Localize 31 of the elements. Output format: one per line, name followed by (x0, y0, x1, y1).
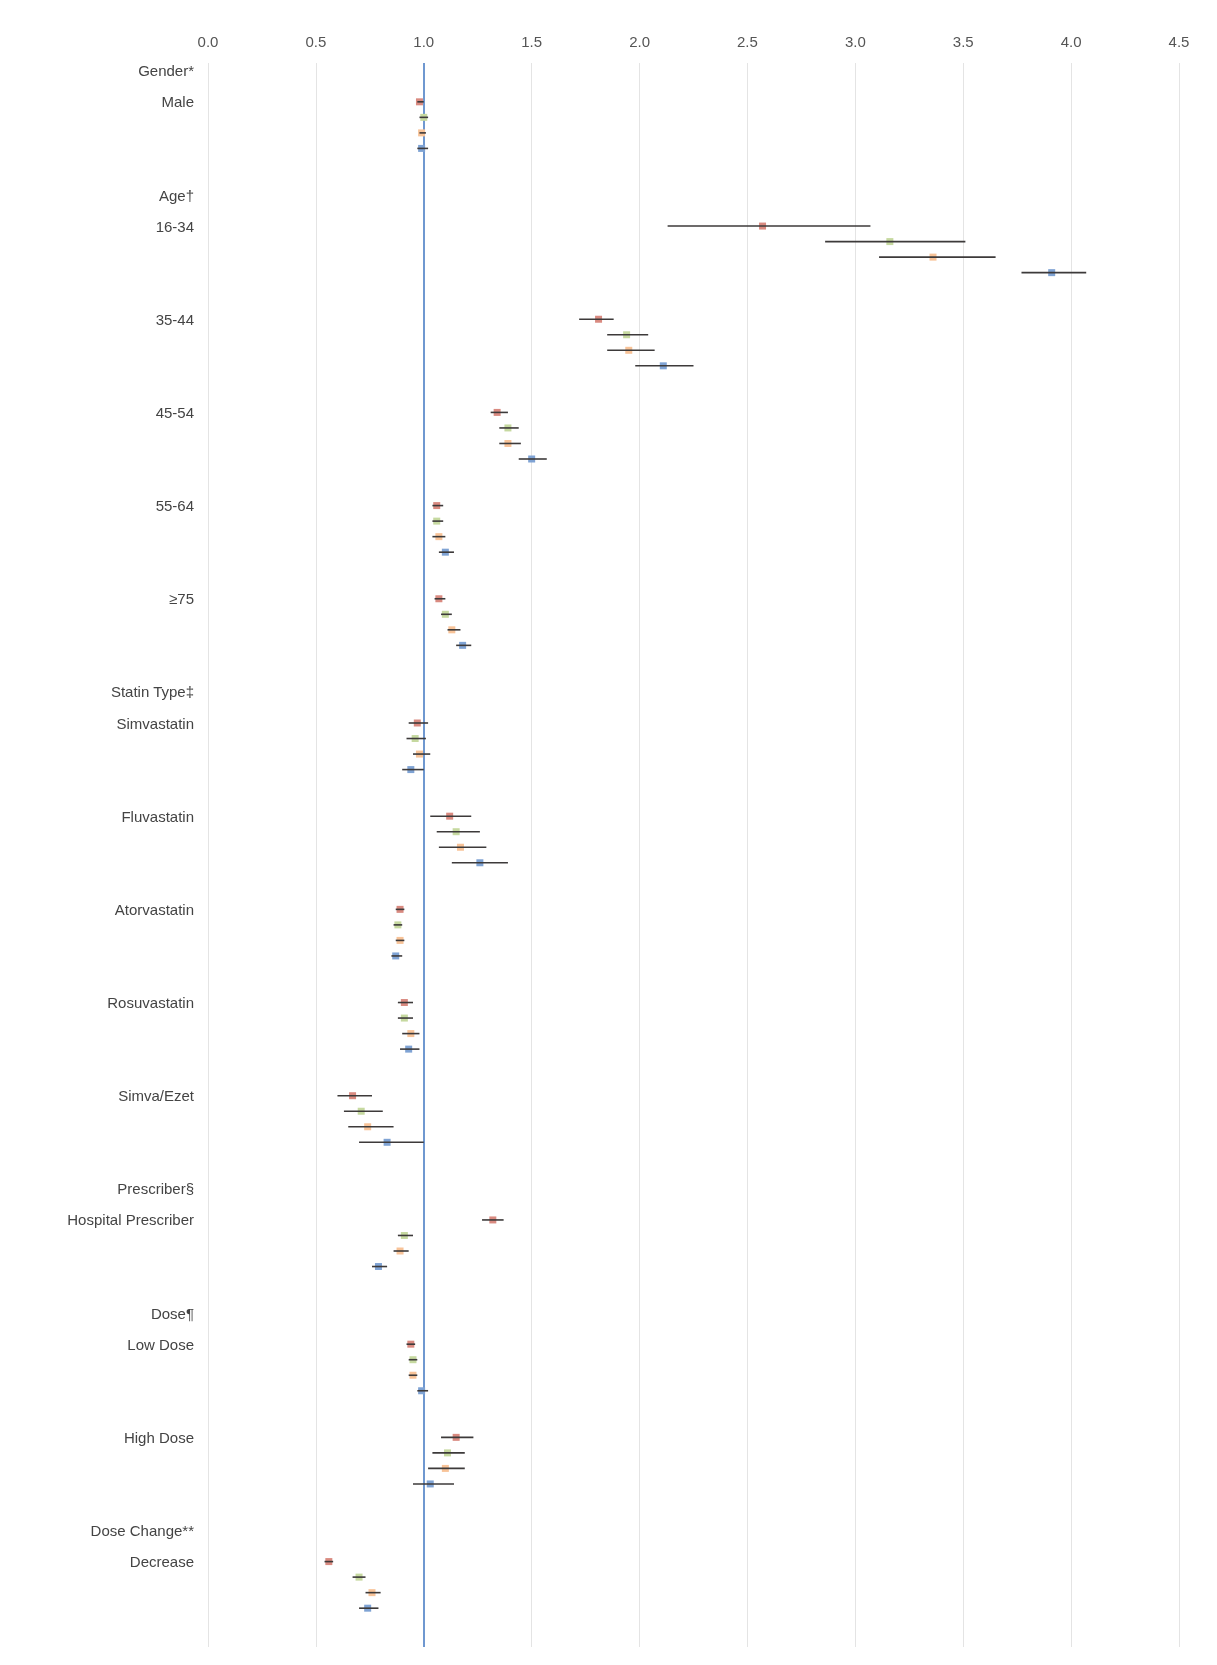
y-tick-label: Prescriber§ (117, 1180, 194, 1198)
y-tick-label: ≥75 (169, 590, 194, 608)
y-tick-label: Hospital Prescriber (67, 1211, 194, 1229)
y-tick-label: Fluvastatin (121, 807, 194, 825)
y-tick-label: Statin Type‡ (110, 683, 194, 701)
y-tick-label: 55-64 (155, 497, 194, 515)
x-tick-label: 4.5 (1168, 33, 1190, 50)
y-tick-label: 45-54 (155, 403, 194, 421)
x-tick-label: 1.5 (521, 33, 543, 50)
x-tick-label: 2.0 (629, 33, 650, 50)
y-tick-label: Dose Change** (90, 1522, 195, 1540)
y-tick-label: Dose¶ (150, 1304, 194, 1322)
y-tick-label: 16-34 (155, 217, 194, 235)
y-tick-label: 35-44 (155, 310, 194, 328)
x-tick-label: 2.5 (737, 33, 758, 50)
y-tick-label: Simva/Ezet (118, 1087, 195, 1105)
x-tick-label: 0.5 (305, 33, 327, 50)
y-tick-label: Rosuvastatin (107, 994, 194, 1012)
x-tick-label: 0.0 (197, 33, 219, 50)
y-tick-label: High Dose (123, 1428, 194, 1446)
y-tick-label: Decrease (129, 1553, 194, 1571)
x-tick-label: 4.0 (1060, 33, 1082, 50)
x-tick-label: 3.5 (952, 33, 974, 50)
y-tick-label: Simvastatin (116, 714, 194, 732)
y-tick-label: Age† (158, 186, 194, 204)
x-tick-label: 1.0 (413, 33, 435, 50)
y-tick-label: Atorvastatin (114, 900, 194, 918)
y-tick-label: Gender* (138, 62, 195, 80)
x-tick-label: 3.0 (844, 33, 866, 50)
y-tick-label: Low Dose (127, 1335, 194, 1353)
y-tick-label: Male (161, 93, 194, 111)
